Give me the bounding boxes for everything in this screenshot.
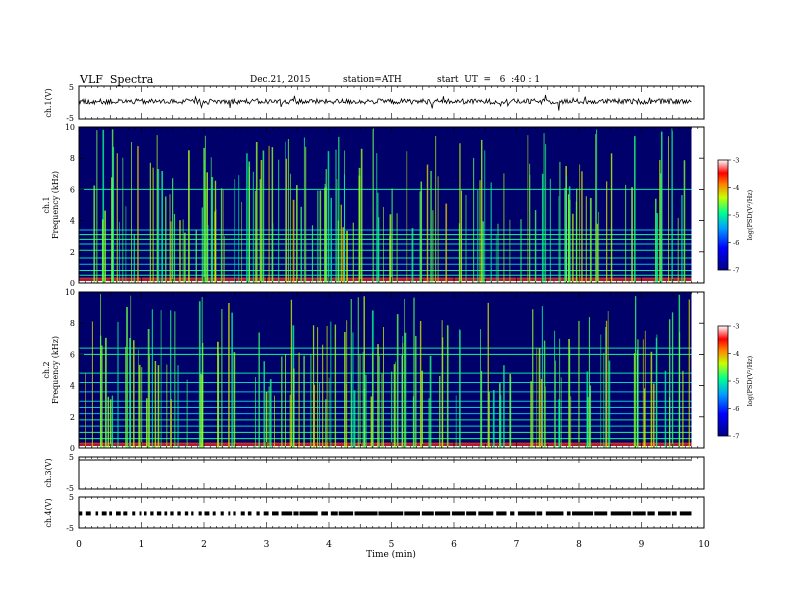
ytick-label: 4 (70, 217, 75, 226)
ytick-label: 6 (70, 185, 75, 194)
low-frequency-band (79, 277, 692, 283)
ch1-spectrogram-panel: 0 2 4 6 8 10 ch.1 Frequency (kHz) (42, 123, 705, 288)
spectrogram-background (79, 127, 692, 283)
ch1-yticks: 0 2 4 6 8 10 (65, 123, 704, 288)
ch1-waveform-trace (78, 94, 692, 111)
ch1-frequency-label: Frequency (kHz) (51, 171, 60, 239)
ch1-trace-line (78, 94, 692, 111)
ch1-ytick-top: 5 (69, 83, 74, 92)
ytick-label: 8 (70, 154, 75, 163)
ch1-ylabel: ch.1(V) (44, 88, 53, 117)
ch1-waveform-panel: 5 -5 ch.1(V) (44, 83, 705, 123)
ytick-label: 10 (65, 123, 75, 132)
ch1-ytick-bottom: -5 (66, 114, 74, 123)
ytick-label: 2 (70, 248, 75, 257)
ch1-channel-label: ch.1 (42, 196, 51, 213)
ytick-label: 0 (70, 279, 75, 288)
ch2-spectrogram-heatmap (79, 292, 692, 448)
ch1-spectrogram-heatmap (79, 127, 692, 283)
